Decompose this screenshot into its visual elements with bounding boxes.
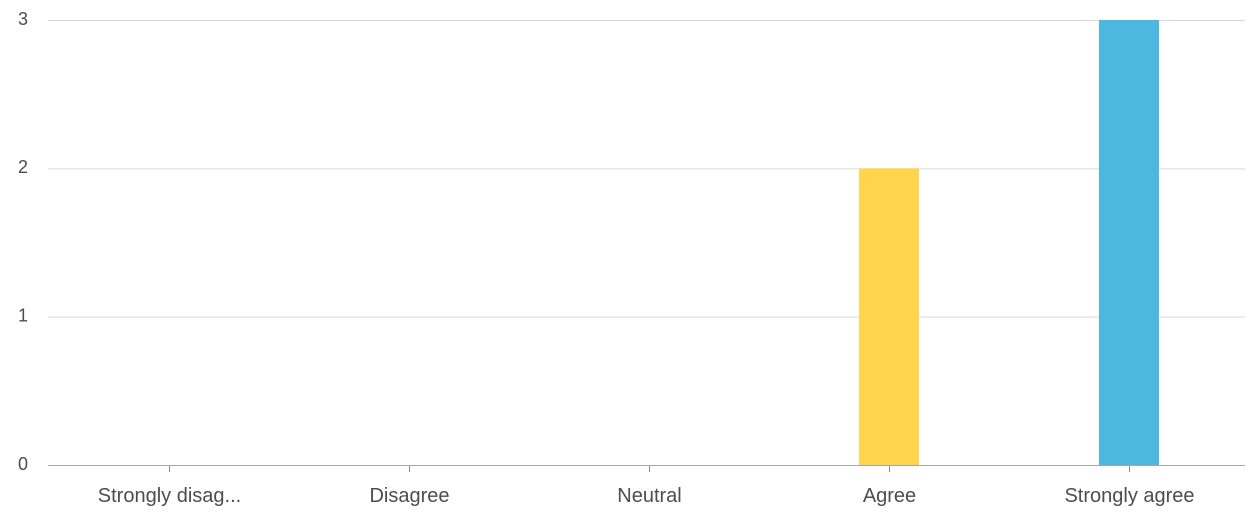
x-tick-label: Neutral [617, 485, 681, 507]
y-tick-label: 3 [18, 9, 28, 29]
y-tick-label: 2 [18, 157, 28, 177]
bars [859, 20, 1159, 466]
x-tick-label: Strongly agree [1064, 485, 1194, 507]
y-tick-label: 0 [18, 454, 28, 474]
x-tick-label: Strongly disag... [98, 485, 241, 507]
x-axis-labels: Strongly disag... Disagree Neutral Agree Str… [98, 485, 1195, 507]
x-tick-label: Agree [863, 485, 916, 507]
y-tick-label: 1 [18, 305, 28, 325]
x-axis [48, 465, 1245, 472]
bar-3 [859, 168, 919, 466]
gridlines [48, 20, 1245, 318]
x-tick-label: Disagree [369, 485, 449, 507]
bar-4 [1099, 20, 1159, 465]
y-axis: 0 1 2 3 [18, 9, 28, 474]
